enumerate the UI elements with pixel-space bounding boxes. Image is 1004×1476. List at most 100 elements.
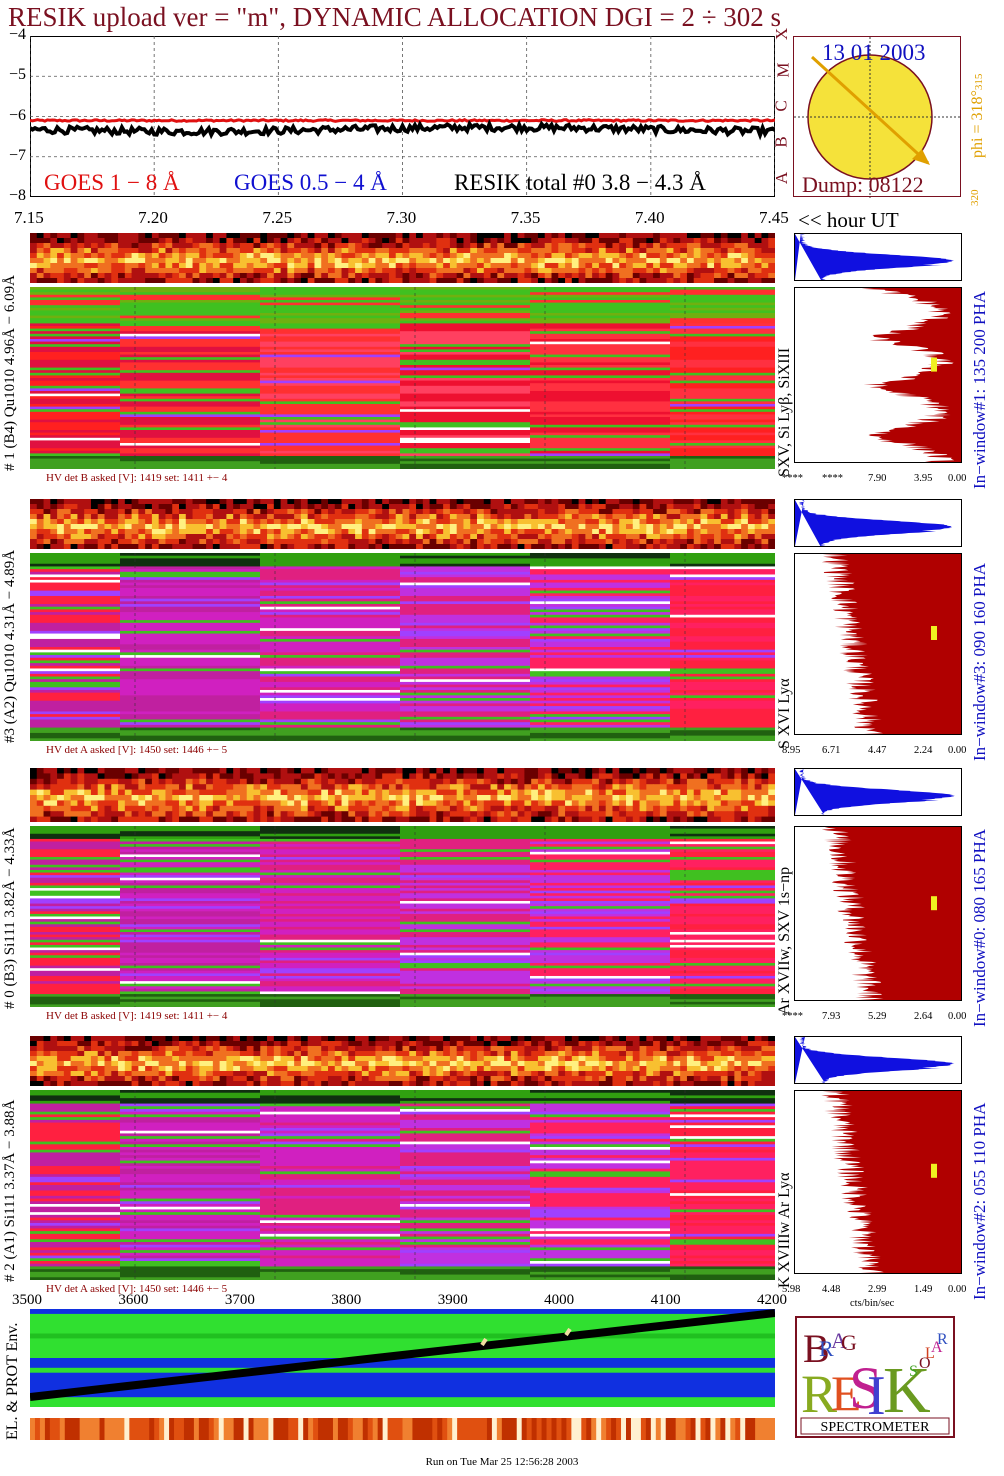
goes-x-tick: 7.40: [634, 208, 665, 227]
env-x-tick: 3700: [224, 1292, 255, 1308]
env-x-tick: 3500: [12, 1292, 42, 1308]
pha-spectrum-plot: [794, 287, 962, 463]
goes-plot-svg: [30, 36, 775, 197]
pha-spectrum-plot: [794, 1090, 962, 1274]
channel-top-strip: [30, 233, 775, 283]
pha-tick: 7.90: [868, 473, 887, 484]
orbit-date: 13 01 2003: [822, 40, 926, 65]
pha-tick: 2.64: [914, 1011, 933, 1022]
env-plot-svg: [30, 1309, 775, 1407]
pha-tick: ****: [782, 473, 803, 484]
pha-tick: 7.93: [822, 1011, 841, 1022]
channel-hv-label: HV det A asked [V]: 1450 set: 1446 +− 5: [46, 1283, 228, 1295]
goes-x-tick: 7.35: [510, 208, 541, 227]
pha-tick: 3.95: [914, 473, 933, 484]
channel-window-label: In−window#0: 080 165 PHA: [970, 828, 989, 1027]
goes-y-tick: −8: [8, 187, 26, 204]
env-x-tick: 4200: [757, 1292, 787, 1308]
pha-axis-label: cts/bin/sec: [850, 1298, 895, 1309]
goes-y-tick: −6: [8, 106, 26, 124]
channel-hv-label: HV det B asked [V]: 1419 set: 1411 +− 4: [46, 472, 228, 484]
channel-window-label: In−window#2: 055 110 PHA: [970, 1102, 989, 1300]
env-x-tick: 3900: [437, 1292, 468, 1308]
pha-tick: 4.47: [868, 745, 887, 756]
pha-tick: 0.00: [948, 1284, 967, 1295]
pha-tick: 5.98: [782, 1284, 801, 1295]
goes-x-tick: 7.30: [386, 208, 417, 227]
phi-bottom-label: 320: [969, 189, 981, 207]
goes-legend-item: GOES 0.5 − 4 Å: [234, 170, 387, 195]
footer-runinfo: Run on Tue Mar 25 12:56:28 2003: [425, 1456, 579, 1468]
pha-small-plot: [794, 768, 962, 816]
channel-window-label: In−window#1: 135 200 PHA: [970, 290, 989, 489]
channel-main-heatmap: [30, 553, 775, 741]
goes-plot: [30, 36, 775, 197]
goes-class-letter: M: [773, 62, 793, 78]
pha-tick: 8.95: [782, 745, 801, 756]
page-title: RESIK upload ver = "m", DYNAMIC ALLOCATI…: [8, 2, 782, 32]
channel-top-strip: [30, 499, 775, 549]
pha-small-plot: [794, 1036, 962, 1084]
resik-logo-svg: B R A G R E S I K S O L A R SPECTROMETER: [800, 1326, 950, 1435]
pha-tick: 6.71: [822, 745, 841, 756]
pha-tick: 2.99: [868, 1284, 887, 1295]
phi-arrow-head: [912, 149, 930, 165]
goes-y-tick: −7: [8, 146, 26, 164]
goes-y-tick: −4: [8, 26, 26, 43]
channel-window-label: In−window#3: 090 160 PHA: [970, 562, 989, 761]
env-strip-svg: [30, 1418, 775, 1440]
phi-label: phi = 318°315: [969, 73, 986, 158]
goes-x-tick: 7.20: [138, 208, 168, 227]
goes-class-letter: B: [771, 136, 791, 148]
pha-spectrum-plot: [794, 553, 962, 735]
pha-tick: 0.00: [948, 745, 967, 756]
goes-x-tick: 7.15: [14, 208, 44, 227]
env-x-tick: 4000: [544, 1292, 575, 1308]
env-strip: [30, 1418, 775, 1440]
channel-line-label: K XVIIIw Ar Lyα: [776, 1172, 793, 1288]
sun-diagram: [794, 37, 962, 198]
channel-top-strip: [30, 768, 775, 822]
pha-tick: 5.29: [868, 1011, 887, 1022]
goes-1-8-line: [30, 118, 775, 123]
phi-arrow: [810, 55, 930, 165]
pha-tick: 2.24: [914, 745, 933, 756]
goes-legend-item: GOES 1 − 8 Å: [44, 170, 180, 195]
dump-label: Dump: 08122: [802, 172, 924, 197]
pha-small-plot: [794, 499, 962, 547]
env-x-tick: 3800: [331, 1292, 362, 1308]
pha-tick: 4.48: [822, 1284, 841, 1295]
channel-line-label: SXV, Si Lyβ, SiXIII: [776, 347, 793, 477]
goes-x-unit: << hour UT: [798, 208, 899, 232]
pha-spectrum-plot: [794, 826, 962, 1001]
channel-left-label: # 1 (B4) Qu1010 4.96Å − 6.09Å: [2, 275, 18, 471]
pha-small-plot: [794, 233, 962, 281]
resik-total-line: [30, 118, 775, 141]
channel-left-label: # 0 (B3) Si111 3.82Å − 4.33Å: [2, 827, 18, 1009]
channel-top-strip: [30, 1036, 775, 1086]
env-x-tick: 4100: [650, 1292, 681, 1308]
channel-line-label: Ar XVIIw, SXV 1s−np: [776, 866, 793, 1015]
channel-hv-label: HV det B asked [V]: 1419 set: 1411 +− 4: [46, 1010, 228, 1022]
goes-class-letter: X: [772, 27, 792, 41]
goes-x-tick: 7.25: [262, 208, 293, 227]
channel-line-label: S XVI Lyα: [776, 678, 793, 749]
pha-tick: 0.00: [948, 1011, 967, 1022]
channel-left-label: #3 (A2) Qu1010 4.31Å − 4.89Å: [2, 549, 18, 743]
env-x-tick: 3600: [118, 1292, 149, 1308]
goes-legend-item: RESIK total #0 3.8 − 4.3 Å: [454, 170, 706, 195]
channel-left-label: # 2 (A1) Si111 3.37Å − 3.88Å: [2, 1099, 18, 1282]
goes-class-letter: C: [771, 100, 791, 112]
channel-main-heatmap: [30, 287, 775, 469]
pha-tick: ****: [782, 1011, 803, 1022]
channel-hv-label: HV det A asked [V]: 1450 set: 1446 +− 5: [46, 744, 228, 756]
goes-class-letter: A: [772, 171, 792, 185]
resik-logo: B R A G R E S I K S O L A R SPECTROMETER: [795, 1316, 955, 1438]
channel-main-heatmap: [30, 1090, 775, 1280]
orbit-box: [793, 36, 962, 198]
pha-tick: 0.00: [948, 473, 967, 484]
pha-tick: 1.49: [914, 1284, 933, 1295]
goes-y-tick: −5: [8, 66, 26, 84]
goes-x-tick: 7.45: [759, 208, 789, 227]
env-label: EL. & PROT Env.: [4, 1322, 21, 1440]
